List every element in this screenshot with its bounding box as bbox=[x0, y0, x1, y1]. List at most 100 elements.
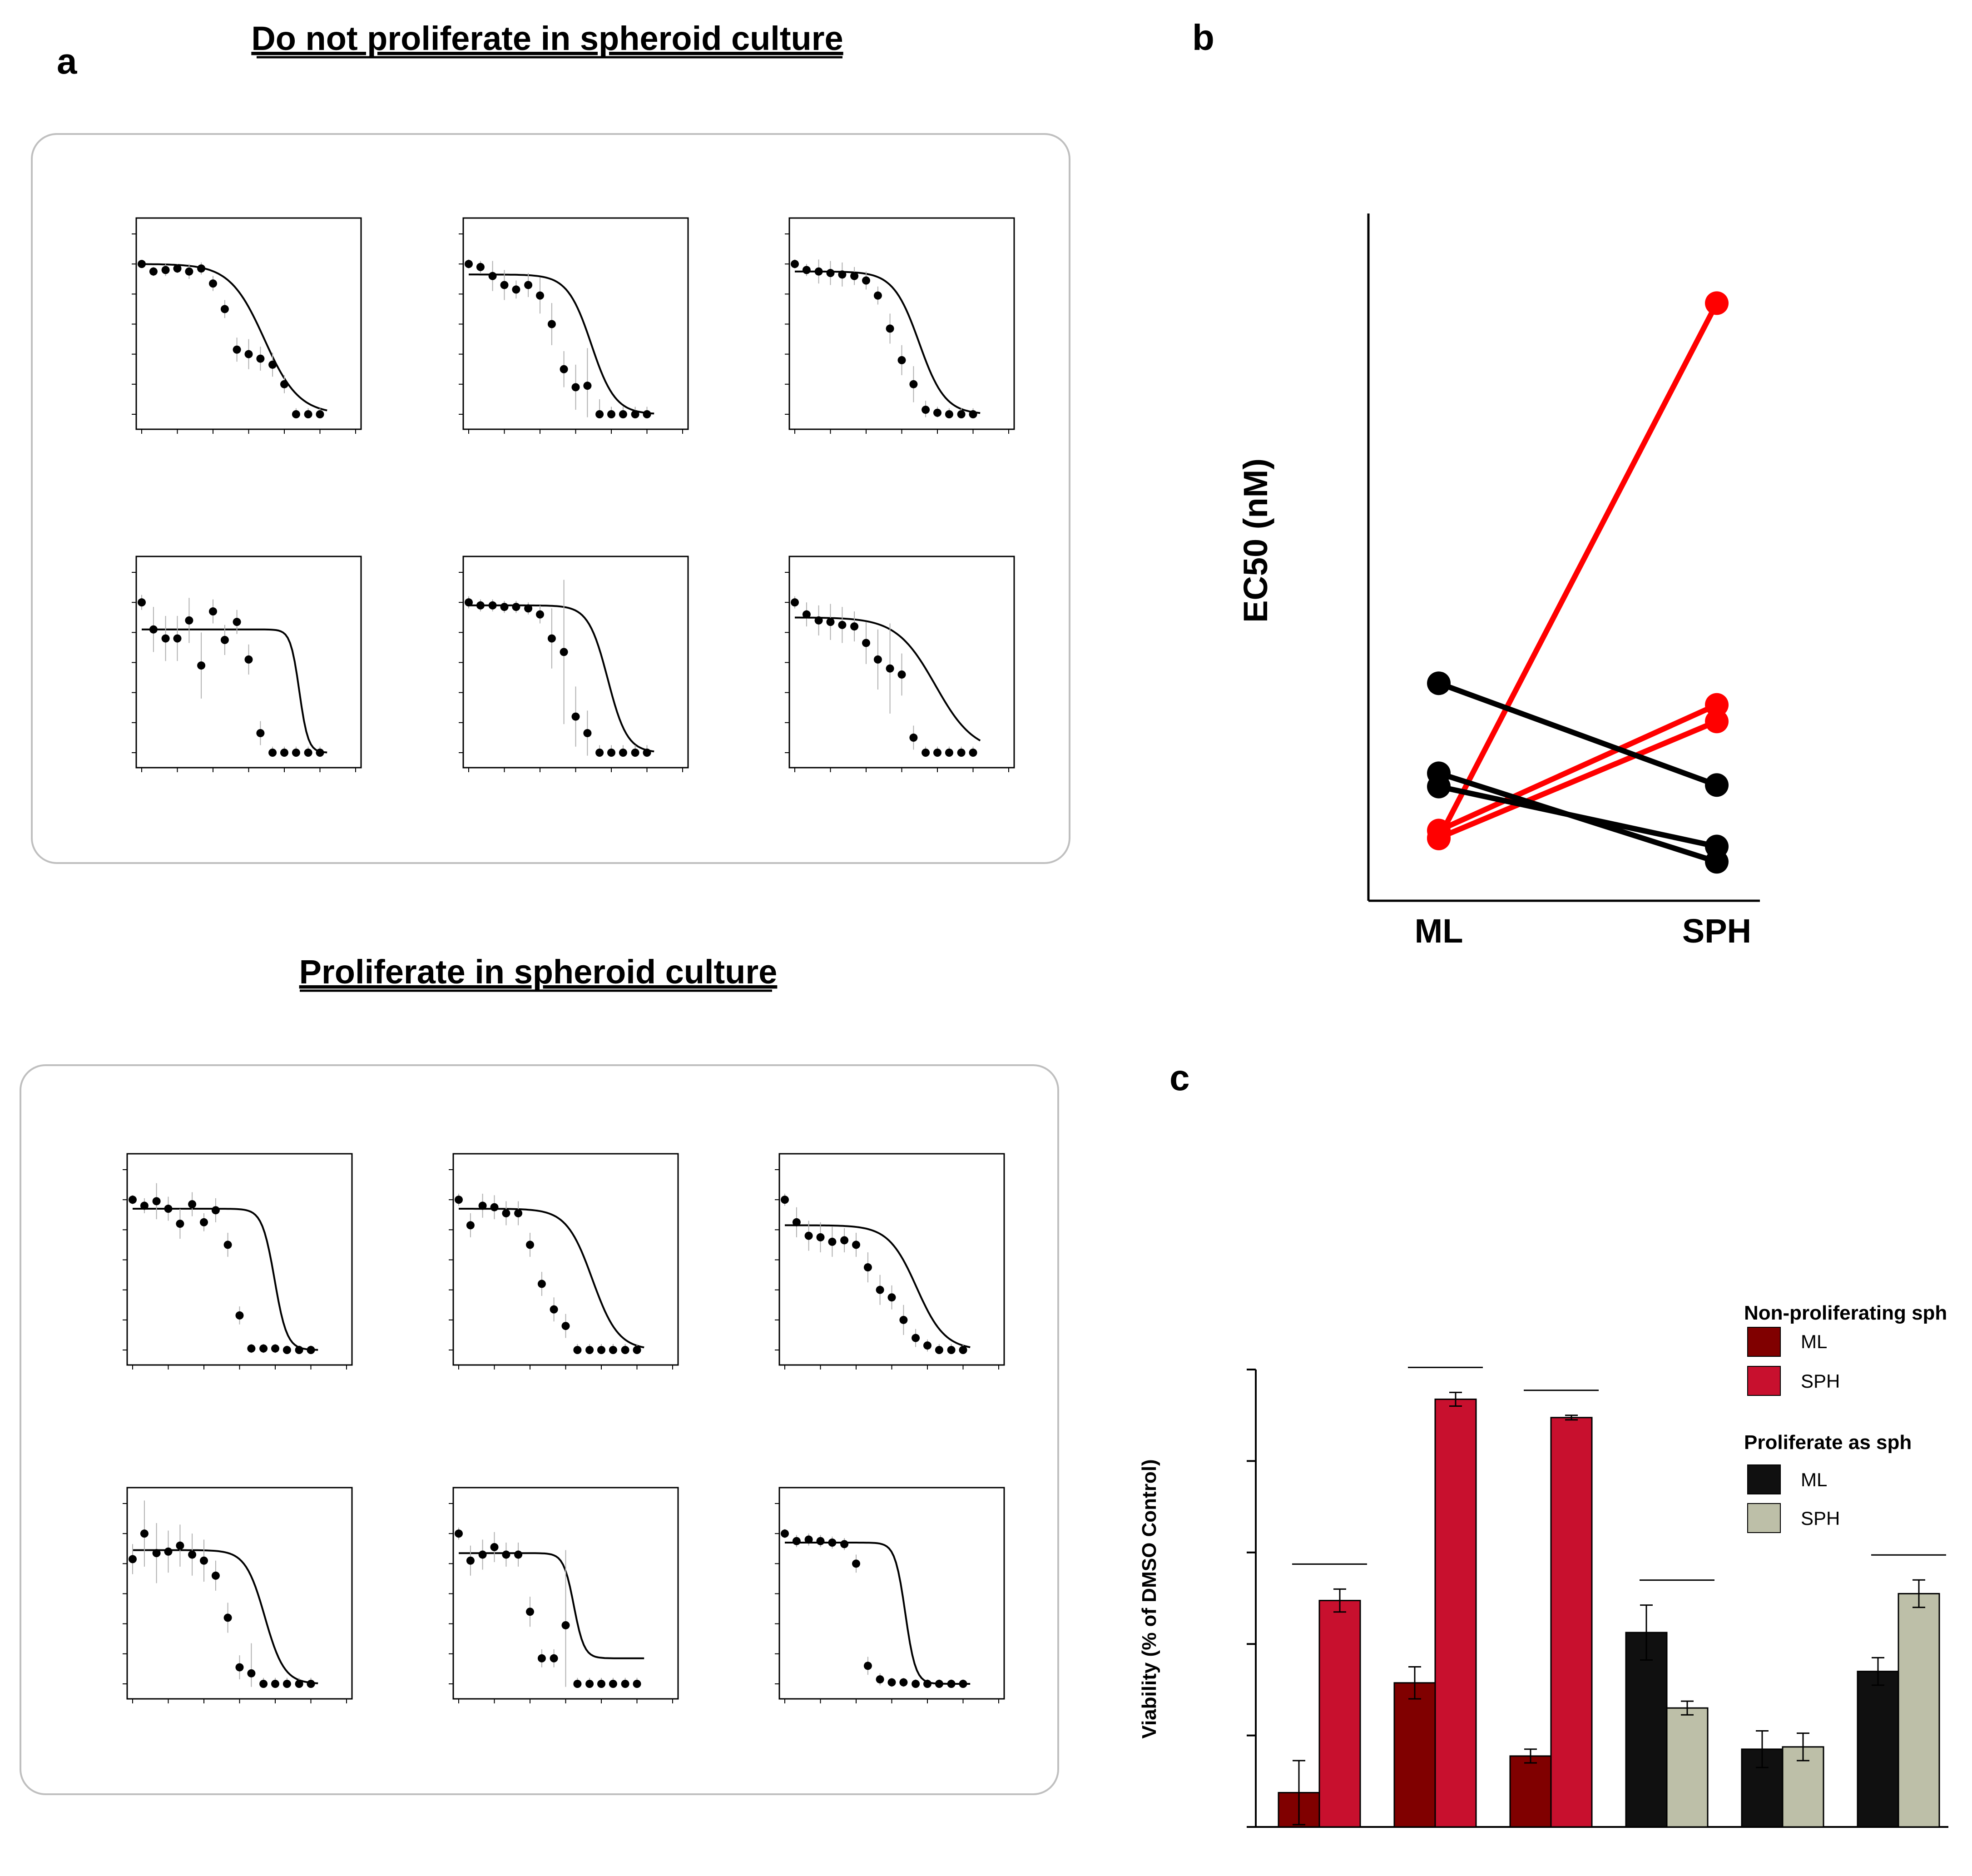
data-point bbox=[863, 1662, 872, 1670]
data-point bbox=[816, 1233, 825, 1241]
data-point bbox=[292, 749, 300, 757]
data-point bbox=[197, 264, 206, 273]
fit-curve bbox=[469, 604, 654, 753]
data-point bbox=[945, 749, 953, 757]
plot-tov-21g-ml bbox=[449, 1153, 679, 1370]
data-point bbox=[514, 1209, 523, 1217]
data-point bbox=[271, 1344, 279, 1353]
fit-curve bbox=[795, 616, 981, 742]
heading-non-proliferate: Do not proliferate in spheroid culture bbox=[251, 20, 843, 57]
panel-b-x-tick-ml: ML bbox=[1415, 912, 1463, 950]
data-point bbox=[271, 1680, 279, 1688]
bar-ml-rmg-v bbox=[1509, 1755, 1552, 1828]
data-point bbox=[304, 749, 312, 757]
plot-rmg-v-sph bbox=[785, 556, 1015, 772]
data-point bbox=[922, 749, 930, 757]
data-point bbox=[912, 1334, 920, 1342]
point-sph-ovmana bbox=[1705, 710, 1729, 734]
data-point bbox=[268, 360, 277, 369]
data-point bbox=[235, 1311, 244, 1320]
data-point bbox=[149, 625, 158, 634]
bar-sph-jhoc-5 bbox=[1898, 1593, 1940, 1828]
data-point bbox=[923, 1680, 931, 1688]
data-point bbox=[185, 267, 193, 276]
bar-sph-105c bbox=[1318, 1600, 1361, 1828]
data-point bbox=[852, 1241, 860, 1249]
data-point bbox=[512, 603, 520, 611]
data-point bbox=[781, 1529, 789, 1538]
data-point bbox=[129, 1555, 137, 1563]
panel-b-y-label: EC50 (nM) bbox=[1237, 458, 1274, 623]
data-point bbox=[959, 1346, 967, 1354]
data-point bbox=[897, 356, 906, 364]
data-point bbox=[814, 267, 823, 276]
data-point bbox=[863, 1263, 872, 1272]
data-point bbox=[259, 1344, 268, 1353]
data-point bbox=[561, 1322, 570, 1330]
point-sph-tov-21g bbox=[1705, 850, 1729, 874]
fit-curve bbox=[133, 1549, 318, 1684]
data-point bbox=[876, 1285, 884, 1294]
data-point bbox=[583, 382, 592, 390]
data-point bbox=[607, 749, 615, 757]
group-box-proliferate bbox=[20, 1064, 1059, 1795]
data-point bbox=[547, 634, 556, 643]
legend-group1-title: Non-proliferating sph bbox=[1744, 1302, 1947, 1324]
data-point bbox=[909, 380, 918, 388]
data-point bbox=[850, 622, 859, 631]
legend-swatch-prolif-ml bbox=[1747, 1464, 1781, 1494]
series-line-105c bbox=[1436, 302, 1719, 840]
plot-ovmana-sph bbox=[459, 556, 689, 772]
bar-ml-ovmana bbox=[1393, 1682, 1436, 1828]
data-point bbox=[537, 1654, 546, 1663]
data-point bbox=[220, 635, 229, 644]
data-point bbox=[188, 1200, 197, 1209]
data-point bbox=[619, 749, 627, 757]
data-point bbox=[188, 1550, 197, 1559]
plot-koc-7c-sph bbox=[123, 1487, 353, 1703]
data-point bbox=[969, 410, 977, 418]
data-point bbox=[466, 1221, 475, 1230]
data-point bbox=[595, 749, 604, 757]
point-ml-tov-21g bbox=[1427, 761, 1451, 785]
data-point bbox=[536, 610, 544, 619]
panel-c-y-label: Viability (% of DMSO Control) bbox=[1138, 1459, 1160, 1738]
data-point bbox=[455, 1196, 463, 1204]
plot-ovmana-ml bbox=[459, 217, 689, 434]
data-point bbox=[280, 749, 288, 757]
data-point bbox=[478, 1550, 487, 1559]
data-point bbox=[244, 350, 253, 358]
legend-label-prolif-ml: ML bbox=[1801, 1469, 1827, 1490]
data-point bbox=[465, 598, 473, 607]
plot-frame-koc-7c-ml bbox=[126, 1153, 353, 1366]
plot-frame-rmg-v-ml bbox=[788, 217, 1015, 430]
data-point bbox=[935, 1680, 943, 1688]
data-point bbox=[621, 1346, 629, 1354]
data-point bbox=[292, 410, 300, 418]
data-point bbox=[176, 1220, 184, 1228]
data-point bbox=[209, 607, 217, 616]
bar-group-ovmana bbox=[1393, 1366, 1483, 1828]
data-point bbox=[947, 1346, 956, 1354]
data-point bbox=[164, 1547, 173, 1556]
legend-label-nonprolif-ml: ML bbox=[1801, 1331, 1827, 1352]
data-point bbox=[595, 410, 604, 418]
data-point bbox=[969, 749, 977, 757]
data-point bbox=[537, 1280, 546, 1288]
data-point bbox=[899, 1315, 908, 1324]
data-point bbox=[838, 620, 847, 629]
data-point bbox=[488, 272, 497, 280]
data-point bbox=[933, 749, 941, 757]
data-point bbox=[164, 1205, 173, 1213]
data-point bbox=[235, 1663, 244, 1672]
bar-group-jhoc-5 bbox=[1857, 1554, 1946, 1828]
panel-label-c: c bbox=[1169, 1057, 1190, 1098]
data-point bbox=[490, 1543, 499, 1551]
data-point bbox=[816, 1537, 825, 1545]
data-point bbox=[899, 1678, 908, 1687]
plot-105c-ml bbox=[132, 217, 362, 434]
data-point bbox=[560, 365, 568, 373]
panel-b-x-tick-sph: SPH bbox=[1682, 912, 1751, 950]
series-line-koc-7c bbox=[1437, 680, 1718, 788]
data-point bbox=[211, 1571, 220, 1580]
